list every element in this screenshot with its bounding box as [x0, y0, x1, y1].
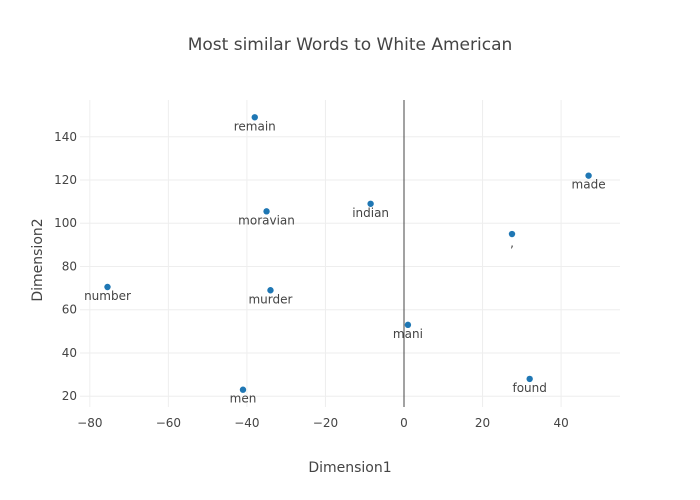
x-tick-label: 40 [553, 416, 568, 430]
x-tick-label: 0 [400, 416, 408, 430]
x-tick-label: −20 [313, 416, 338, 430]
point-label: , [510, 236, 514, 250]
data-point[interactable] [508, 230, 516, 238]
y-tick-label: 20 [62, 389, 77, 403]
x-tick-label: −80 [77, 416, 102, 430]
point-label: moravian [238, 213, 295, 227]
data-point[interactable] [251, 114, 258, 121]
point-label: remain [234, 119, 276, 133]
y-tick-label: 140 [54, 130, 77, 144]
grid [80, 100, 620, 407]
y-tick-label: 60 [62, 303, 77, 317]
y-tick-label: 120 [54, 173, 77, 187]
data-point[interactable] [267, 287, 274, 294]
point-label: mani [393, 327, 423, 341]
data-point[interactable] [526, 375, 533, 383]
x-axis-title: Dimension1 [308, 460, 391, 476]
y-axis-title: Dimension2 [30, 218, 46, 301]
point-label: found [512, 381, 546, 395]
point-label: number [84, 289, 131, 303]
point-label: made [572, 178, 606, 192]
axes: −80 −60 −40 −20 0 20 40 20 40 60 80 100 120 140 [54, 100, 569, 430]
x-tick-label: −60 [156, 416, 181, 430]
y-tick-label: 40 [62, 346, 77, 360]
data-point[interactable] [585, 172, 592, 179]
data-point[interactable] [367, 200, 374, 207]
data-points: remain made indian moravian, number murder man… [84, 114, 606, 406]
x-tick-label: −40 [234, 416, 259, 430]
point-label: men [230, 392, 257, 406]
y-tick-label: 80 [62, 259, 77, 273]
data-point[interactable] [104, 283, 111, 291]
point-label: indian [352, 206, 389, 220]
data-point[interactable] [239, 386, 247, 393]
chart-title: Most similar Words to White American [188, 35, 513, 55]
point-label: murder [248, 292, 292, 306]
y-tick-label: 100 [54, 216, 77, 230]
data-point[interactable] [263, 208, 270, 215]
x-tick-label: 20 [475, 416, 490, 430]
data-point[interactable] [404, 321, 412, 329]
